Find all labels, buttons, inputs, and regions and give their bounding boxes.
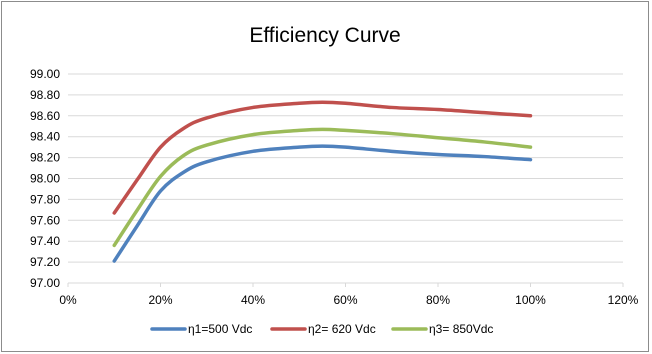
x-tick-label: 20% [148, 293, 172, 307]
y-tick-label: 98.80 [30, 88, 60, 102]
x-tick-label: 0% [59, 293, 77, 307]
x-tick-label: 100% [515, 293, 546, 307]
legend-item-3: η3= 850Vdc [391, 322, 493, 336]
y-tick-label: 97.60 [30, 213, 60, 227]
y-tick-label: 97.80 [30, 192, 60, 206]
x-tick-label: 120% [608, 293, 639, 307]
legend-label: η2= 620 Vdc [308, 322, 376, 336]
y-tick-label: 99.00 [30, 67, 60, 81]
y-tick-label: 98.00 [30, 172, 60, 186]
legend-label: η1=500 Vdc [188, 322, 252, 336]
legend-label: η3= 850Vdc [429, 322, 493, 336]
y-tick-label: 98.20 [30, 151, 60, 165]
y-tick-label: 97.20 [30, 255, 60, 269]
x-tick-label: 60% [333, 293, 357, 307]
x-tick-label: 40% [241, 293, 265, 307]
x-tick-label: 80% [426, 293, 450, 307]
series-line-2 [112, 100, 533, 215]
series-line-3 [112, 127, 533, 248]
y-tick-label: 98.40 [30, 130, 60, 144]
y-tick-label: 98.60 [30, 109, 60, 123]
legend-item-1: η1=500 Vdc [150, 322, 252, 336]
chart-title: Efficiency Curve [249, 24, 401, 47]
y-tick-label: 97.40 [30, 234, 60, 248]
series-line-1 [112, 144, 533, 263]
y-tick-label: 97.00 [30, 276, 60, 290]
legend-item-2: η2= 620 Vdc [270, 322, 376, 336]
